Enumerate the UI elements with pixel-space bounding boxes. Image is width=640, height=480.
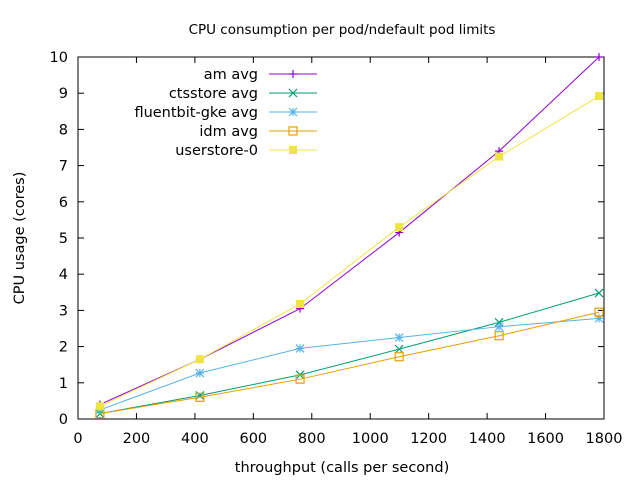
legend-marker xyxy=(288,107,298,117)
axes: 0 200 400 600 800 1000 1200 1400 1600 1800 0 1 2 3 4 5 6… xyxy=(50,50,623,447)
data-point xyxy=(595,53,604,61)
data-point xyxy=(594,288,604,298)
legend-marker xyxy=(288,126,298,136)
data-point xyxy=(295,374,305,384)
x-tick-label: 0 xyxy=(73,431,82,447)
series-group xyxy=(95,53,604,419)
x-tick-label: 200 xyxy=(123,431,151,447)
y-tick-label: 10 xyxy=(50,50,68,66)
data-point xyxy=(394,344,404,354)
y-tick-label: 7 xyxy=(59,159,68,175)
data-point xyxy=(494,317,504,327)
chart-title: CPU consumption per pod/ndefault pod lim… xyxy=(189,22,496,38)
data-point xyxy=(394,333,404,342)
series-ctsstore-avg xyxy=(95,288,604,418)
y-tick-label: 4 xyxy=(59,267,68,283)
x-tick-label: 1800 xyxy=(586,431,623,447)
y-axis-label: CPU usage (cores) xyxy=(12,172,28,305)
legend-label: fluentbit-gke avg xyxy=(134,105,258,121)
data-point xyxy=(395,223,404,232)
y-tick-label: 8 xyxy=(59,122,68,138)
legend-marker xyxy=(289,146,297,154)
legend-label: ctsstore avg xyxy=(169,86,258,102)
legend-label: userstore-0 xyxy=(175,143,258,159)
y-tick-label: 3 xyxy=(59,303,68,319)
y-tick-label: 0 xyxy=(59,412,68,428)
data-point xyxy=(296,299,305,308)
data-point xyxy=(195,368,205,378)
legend-label: idm avg xyxy=(199,124,258,140)
legend-marker xyxy=(289,70,297,78)
data-point xyxy=(494,331,504,341)
x-tick-label: 1200 xyxy=(410,431,447,447)
legend-label: am avg xyxy=(204,67,258,83)
legend-marker xyxy=(288,88,298,98)
series-line xyxy=(99,311,600,415)
data-point xyxy=(195,392,205,402)
data-point xyxy=(594,307,604,317)
legend: am avg ctsstore avg fluentbit-gke avg idm a… xyxy=(134,67,317,159)
data-point xyxy=(295,343,305,353)
x-tick-label: 600 xyxy=(239,431,267,447)
series-line xyxy=(99,292,600,415)
data-point xyxy=(494,322,504,332)
series-line xyxy=(99,317,600,411)
data-point xyxy=(394,352,404,362)
x-axis-label: throughput (calls per second) xyxy=(235,460,449,476)
series-line xyxy=(99,95,600,407)
data-point xyxy=(195,355,204,364)
x-tick-label: 1600 xyxy=(527,431,564,447)
data-point xyxy=(595,92,604,101)
y-tick-label: 2 xyxy=(59,340,68,356)
x-tick-label: 400 xyxy=(181,431,209,447)
x-tick-label: 800 xyxy=(298,431,326,447)
data-point xyxy=(495,152,504,161)
data-point xyxy=(95,402,104,411)
series-userstore-0 xyxy=(95,92,604,411)
y-tick-label: 6 xyxy=(59,195,68,211)
y-tick-label: 5 xyxy=(59,231,68,247)
y-tick-label: 9 xyxy=(59,86,68,102)
x-tick-label: 1400 xyxy=(469,431,506,447)
y-tick-label: 1 xyxy=(59,376,68,392)
x-tick-label: 1000 xyxy=(352,431,389,447)
data-point xyxy=(594,313,604,323)
